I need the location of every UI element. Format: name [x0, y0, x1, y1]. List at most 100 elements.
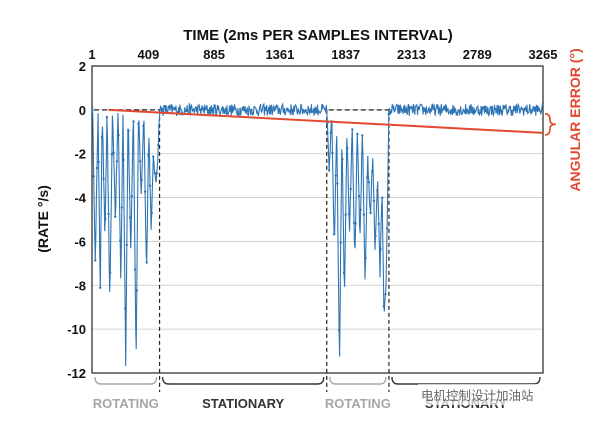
- x-tick-label: 2313: [397, 47, 426, 62]
- rate-point: [372, 199, 376, 202]
- y-tick-label: -6: [74, 234, 86, 249]
- rate-point: [132, 120, 135, 123]
- rate-point: [143, 190, 147, 193]
- plot-frame: [91, 65, 544, 374]
- rate-point: [142, 124, 145, 128]
- rate-point: [155, 171, 158, 175]
- rate-point: [356, 132, 359, 136]
- rate-point: [387, 112, 390, 116]
- rate-point: [377, 222, 380, 226]
- x-tick-label: 885: [203, 47, 225, 62]
- rate-point: [147, 154, 150, 157]
- rate-point: [336, 182, 339, 185]
- rate-point: [349, 187, 352, 191]
- y-tick-label: -2: [74, 147, 86, 162]
- y-axis-label: (RATE °/s): [35, 185, 51, 253]
- phase-label: ROTATING: [93, 396, 159, 411]
- rate-point: [119, 239, 122, 242]
- rate-point: [344, 213, 347, 216]
- rate-point: [94, 259, 97, 262]
- rate-point: [357, 194, 361, 198]
- rate-point: [332, 233, 336, 236]
- rate-point: [337, 329, 341, 332]
- rate-point: [346, 147, 349, 150]
- chart-title: TIME (2ms PER SAMPLES INTERVAL): [183, 27, 452, 44]
- rate-point: [90, 113, 94, 116]
- rate-point: [381, 196, 384, 199]
- rate-point: [109, 271, 112, 274]
- y-tick-label: -8: [74, 278, 86, 293]
- rate-point: [331, 151, 334, 155]
- x-tick-labels: 1 409 885 1361 1837 2313 2789 3265: [88, 47, 557, 62]
- phase-dividers: [158, 109, 390, 392]
- rate-point: [115, 160, 119, 163]
- rate-point: [137, 122, 140, 125]
- phase-bracket: [391, 376, 541, 385]
- x-tick-label: 2789: [463, 47, 492, 62]
- rate-point: [362, 213, 366, 216]
- rate-point: [385, 227, 389, 230]
- rate-point: [110, 153, 114, 156]
- rate-point: [133, 268, 137, 271]
- rate-point: [364, 257, 367, 260]
- rate-point: [99, 286, 102, 289]
- phase-bracket: [161, 376, 325, 385]
- rate-point: [342, 271, 346, 274]
- rate-point: [125, 243, 128, 247]
- angular-error-line: [108, 108, 544, 134]
- right-axis-label: ANGULAR ERROR (°): [567, 48, 583, 191]
- y-tick-label: -4: [74, 191, 86, 206]
- rate-series-line: [91, 102, 544, 367]
- rate-point: [100, 136, 104, 139]
- rate-point: [371, 170, 374, 173]
- y-tick-label: 0: [79, 103, 86, 118]
- watermark-text: 电机控制设计加油站: [418, 384, 537, 405]
- rate-point: [114, 215, 117, 218]
- rate-point: [138, 160, 142, 163]
- rate-point: [104, 218, 107, 221]
- grid-lines: [92, 109, 543, 330]
- rate-point: [384, 293, 387, 296]
- rate-point: [120, 206, 124, 209]
- rate-point: [92, 175, 95, 178]
- rate-point: [117, 133, 120, 137]
- rate-point: [112, 151, 115, 154]
- rate-point: [145, 261, 148, 264]
- rate-point: [366, 176, 369, 179]
- rate-point: [374, 235, 377, 238]
- rate-point: [376, 189, 379, 192]
- rate-point: [329, 131, 332, 134]
- rate-point: [128, 216, 132, 219]
- rate-point: [152, 155, 155, 158]
- rate-point: [379, 248, 382, 251]
- rate-series-points: [90, 112, 390, 332]
- rate-point: [130, 194, 133, 198]
- y-tick-label: -10: [67, 322, 86, 337]
- rate-point: [367, 181, 371, 184]
- rate-point: [97, 160, 100, 164]
- x-tick-label: 1837: [331, 47, 360, 62]
- rate-point: [347, 212, 351, 216]
- phase-bracket: [329, 376, 387, 385]
- rate-point: [351, 128, 354, 131]
- rate-point: [369, 211, 372, 215]
- rate-point: [148, 184, 152, 187]
- rate-point: [95, 166, 99, 170]
- rate-point: [150, 211, 153, 215]
- y-tick-label: -12: [67, 366, 86, 381]
- rate-point: [127, 129, 130, 132]
- rate-point: [359, 208, 362, 211]
- rate-point: [135, 289, 138, 292]
- rate-point: [341, 158, 344, 161]
- x-tick-label: 409: [138, 47, 160, 62]
- rate-point: [102, 177, 105, 180]
- rate-point: [327, 169, 331, 172]
- phase-bracket: [94, 376, 158, 385]
- rate-point: [122, 158, 125, 162]
- x-tick-label: 1: [88, 47, 95, 62]
- rate-point: [354, 222, 357, 225]
- rate-point: [339, 241, 342, 245]
- rate-point: [107, 212, 110, 216]
- rate-point: [326, 121, 329, 125]
